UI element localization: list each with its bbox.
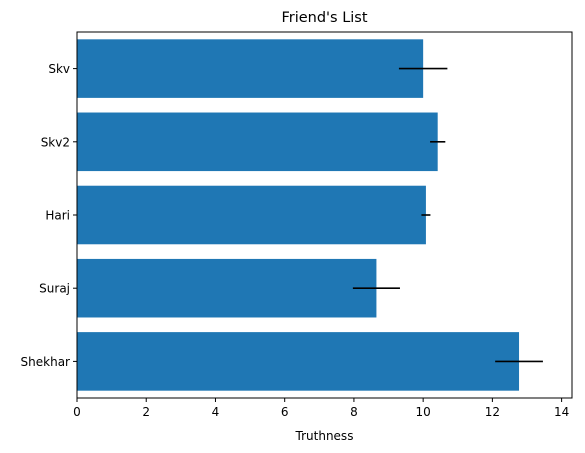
y-tick-label: Skv (48, 62, 70, 76)
x-tick-label: 2 (142, 405, 150, 419)
axes-frame (76, 31, 573, 399)
y-tick-label: Hari (45, 209, 70, 223)
y-tick-label: Suraj (39, 282, 70, 296)
x-tick-label: 4 (212, 405, 220, 419)
x-tick-label: 0 (73, 405, 81, 419)
bar-skv2 (77, 112, 438, 172)
chart-title: Friend's List (281, 10, 367, 26)
y-tick-label: Skv2 (41, 135, 70, 149)
x-tick-label: 8 (350, 405, 358, 419)
x-tick-label: 14 (554, 405, 569, 419)
x-tick-label: 10 (416, 405, 431, 419)
y-tick-label: Shekhar (21, 355, 71, 369)
bar-hari (77, 185, 426, 245)
bar-skv (77, 39, 424, 98)
bar-shekhar (77, 332, 520, 391)
x-axis-label: Truthness (295, 429, 354, 443)
plot-area: Skv Skv2 Hari Suraj Shekhar 0 2 4 6 8 10 12 14 (21, 39, 569, 419)
bar-suraj (77, 258, 377, 318)
x-tick-label: 6 (281, 405, 289, 419)
x-tick-label: 12 (485, 405, 500, 419)
